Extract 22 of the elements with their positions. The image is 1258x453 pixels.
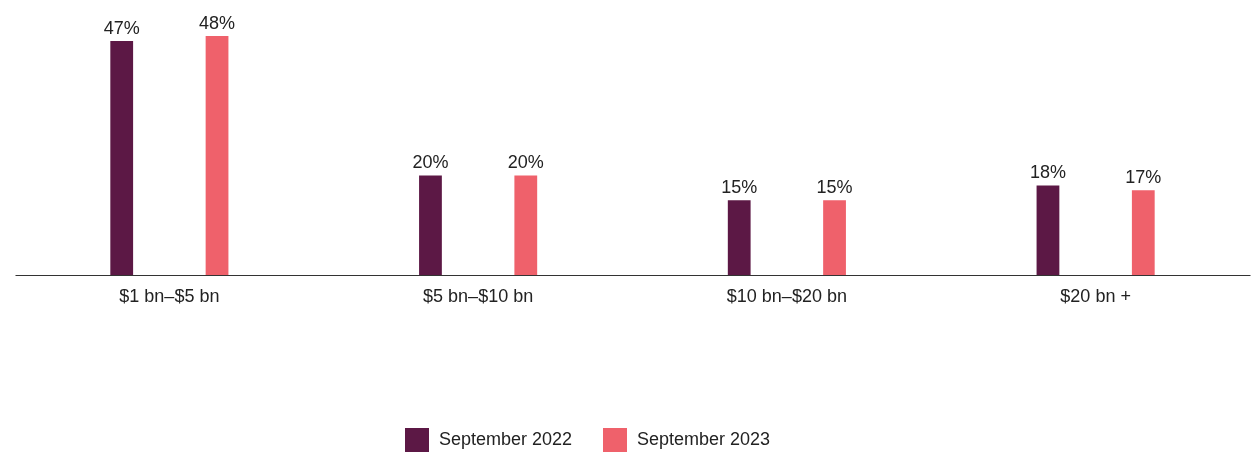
bar (1036, 185, 1060, 275)
bar (110, 40, 134, 275)
x-tick-label: $20 bn + (1060, 285, 1131, 306)
data-label: 15% (721, 177, 758, 198)
x-tick-label: $1 bn–$5 bn (119, 285, 220, 306)
data-label: 20% (412, 152, 449, 173)
bar (823, 200, 846, 275)
x-tick-label: $5 bn–$10 bn (423, 285, 534, 306)
bar (205, 36, 229, 275)
bar (727, 200, 751, 275)
data-label: 20% (507, 152, 544, 173)
bar (514, 175, 538, 275)
data-label: 48% (199, 13, 236, 33)
x-tick-label: $10 bn–$20 bn (726, 285, 847, 306)
data-label: 18% (1029, 162, 1066, 183)
bar (419, 175, 442, 275)
bar (1131, 190, 1155, 275)
data-label: 17% (1125, 167, 1162, 188)
data-label: 15% (816, 177, 853, 198)
data-label: 47% (103, 17, 140, 38)
legend-label: September 2022 (439, 429, 573, 449)
legend-label: September 2023 (637, 429, 771, 449)
